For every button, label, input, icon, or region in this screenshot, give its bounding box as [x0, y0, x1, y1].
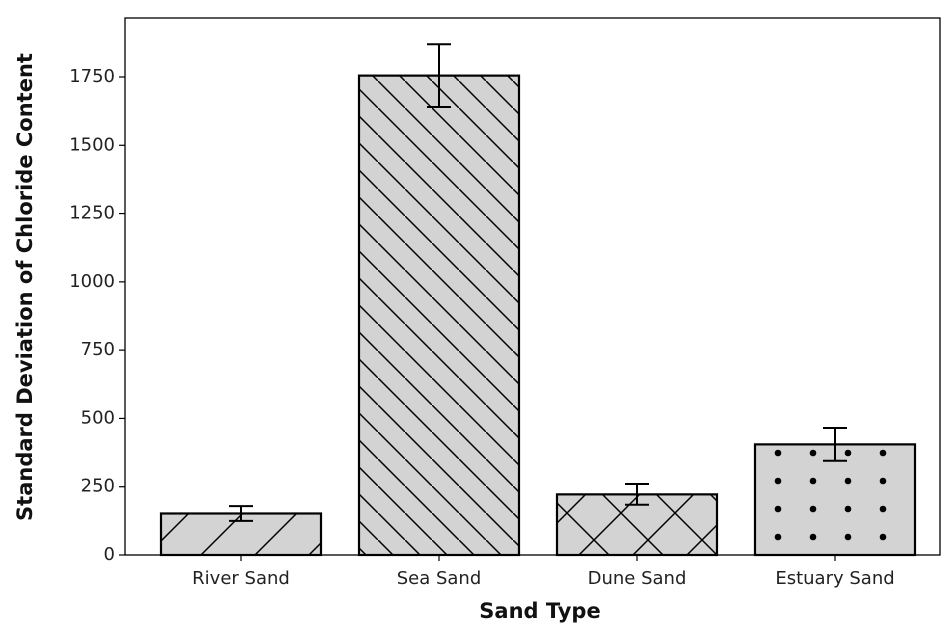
y-tick-label: 1500	[69, 134, 115, 155]
error-bar	[823, 426, 847, 462]
error-bar	[427, 43, 451, 109]
y-axis-title: Standard Deviation of Chloride Content	[13, 53, 37, 521]
x-tick-label: Dune Sand	[588, 568, 687, 589]
plot-frame	[124, 17, 941, 556]
y-tick-label: 0	[104, 544, 115, 565]
y-tick-label: 500	[81, 407, 115, 428]
y-tick-label: 1000	[69, 271, 115, 292]
x-tick-label: Estuary Sand	[775, 568, 894, 589]
x-axis-title: Sand Type	[479, 599, 600, 623]
x-tick-label: Sea Sand	[397, 568, 482, 589]
error-bar	[625, 482, 649, 506]
y-tick-label: 1250	[69, 203, 115, 224]
x-tick-label: River Sand	[192, 568, 290, 589]
y-tick-label: 750	[81, 339, 115, 360]
y-tick-label: 1750	[69, 66, 115, 87]
error-bar	[229, 505, 253, 522]
bar-hatch	[755, 444, 915, 555]
y-tick-label: 250	[81, 476, 115, 497]
bar-hatch	[359, 75, 519, 555]
